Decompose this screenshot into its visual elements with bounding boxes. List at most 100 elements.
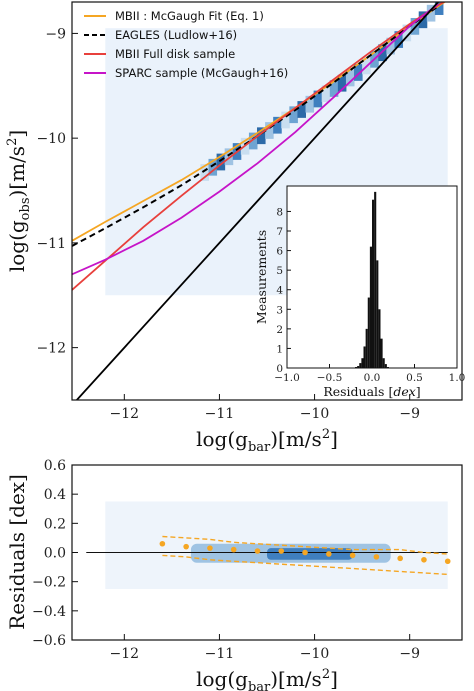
residual-x-label: log(gbar)[m/s2] <box>196 667 338 691</box>
inset-y-tick-label: 7 <box>276 226 283 238</box>
density-cell <box>297 101 306 118</box>
histogram-bar <box>380 338 383 368</box>
res-x-tick-label: −12 <box>110 646 140 662</box>
histogram-bar <box>384 364 387 368</box>
x-tick-label: −11 <box>205 406 235 422</box>
density-cell <box>281 111 290 129</box>
y-tick-label: −12 <box>36 341 66 357</box>
median-point <box>302 549 308 556</box>
res-y-tick-label: 0.4 <box>44 487 66 503</box>
median-point <box>326 551 332 557</box>
inset-y-ticks: 0 1 2 3 4 5 6 7 8 <box>276 206 291 375</box>
density-cell <box>200 164 209 181</box>
density-cell <box>305 95 315 113</box>
median-point <box>349 552 356 559</box>
one-to-one-line <box>76 2 439 400</box>
main-y-ticks: −12 −11 −10 −9 <box>36 26 78 357</box>
inset-y-tick-label: 4 <box>276 285 283 297</box>
main-x-ticks: −12 −11 −10 −9 <box>110 394 420 422</box>
res-x-tick-label: −10 <box>300 646 330 662</box>
legend-label: EAGLES (Ludlow+16) <box>115 28 237 42</box>
inset-x-tick-label: 1.0 <box>449 372 466 384</box>
x-tick-label: −10 <box>300 406 330 422</box>
main-lines <box>72 2 447 400</box>
density-cell <box>224 148 234 166</box>
median-point <box>421 556 427 563</box>
histogram-bar <box>369 246 372 368</box>
inset-y-label: Measurements <box>254 230 269 324</box>
residual-panel: −12 −11 −10 −9 −0.6 −0.4 −0.2 0.0 0.2 0.4 0.6 log… <box>5 458 463 691</box>
histogram-bar <box>376 260 379 368</box>
median-point <box>254 548 261 554</box>
inset-y-tick-label: 8 <box>276 206 283 218</box>
histogram-bar <box>382 358 385 368</box>
inset-x-ticks: −1.0 −0.5 0.0 0.5 1.0 <box>274 364 465 384</box>
residual-x-ticks: −12 −11 −10 −9 <box>110 634 420 662</box>
residual-y-ticks: −0.6 −0.4 −0.2 0.0 0.2 0.4 0.6 <box>32 458 78 649</box>
histogram-bar <box>359 363 362 368</box>
main-y-label: log(gobs)[m/s2] <box>5 130 33 272</box>
density-cell <box>378 44 387 62</box>
histogram-bar <box>363 346 366 368</box>
res-y-tick-label: 0.2 <box>44 516 66 532</box>
residual-y-label: Residuals [dex] <box>5 474 29 630</box>
residual-marks <box>86 535 451 576</box>
inset-y-tick-label: 0 <box>276 363 283 375</box>
density-cell <box>394 31 404 48</box>
inset-x-tick-label: 0.5 <box>406 372 423 384</box>
res-x-tick-label: −9 <box>399 646 420 662</box>
main-legend: MBII : McGaugh Fit (Eq. 1) EAGLES (Ludlow… <box>84 9 288 80</box>
median-point <box>373 554 380 560</box>
density-cell <box>434 2 444 15</box>
histogram-bar <box>365 328 368 368</box>
density-cell <box>313 90 323 108</box>
density-cell <box>354 64 363 81</box>
histogram-bar <box>374 191 377 368</box>
density-cell <box>337 74 347 92</box>
legend-label: MBII : McGaugh Fit (Eq. 1) <box>115 9 264 23</box>
y-tick-label: −9 <box>45 26 66 42</box>
median-point <box>397 555 403 562</box>
inset-x-tick-label: 0.0 <box>364 372 381 384</box>
median-point <box>207 545 213 551</box>
median-point <box>278 548 285 554</box>
density-cell <box>321 85 331 103</box>
density-cell <box>208 158 218 176</box>
density-cell <box>265 122 274 139</box>
y-tick-label: −11 <box>36 236 66 252</box>
histogram-bar <box>372 199 375 368</box>
median-point <box>183 543 189 550</box>
density-cell <box>289 106 298 124</box>
histogram-bar <box>357 366 360 368</box>
x-tick-label: −12 <box>110 406 140 422</box>
legend-label: MBII Full disk sample <box>115 47 235 61</box>
inset-histogram: −1.0 −0.5 0.0 0.5 1.0 0 1 2 3 4 5 6 7 8 Residuals [d… <box>254 185 465 399</box>
inset-y-tick-label: 5 <box>276 265 283 277</box>
density-cell <box>257 127 266 145</box>
median-point <box>444 558 451 565</box>
histogram-bar <box>378 309 381 368</box>
inset-y-tick-label: 6 <box>276 246 283 258</box>
histogram-bar <box>367 297 370 368</box>
inset-y-tick-label: 2 <box>276 324 283 336</box>
density-background <box>105 2 448 296</box>
main-frame <box>71 1 463 401</box>
median-point <box>159 540 166 547</box>
main-x-label: log(gbar)[m/s2] <box>196 427 338 455</box>
inset-x-tick-label: −1.0 <box>274 372 300 384</box>
res-y-tick-label: 0.0 <box>44 546 66 562</box>
inset-x-tick-label: −0.5 <box>317 372 343 384</box>
density-cell <box>426 4 436 22</box>
res-x-tick-label: −11 <box>205 646 235 662</box>
density-cell <box>216 153 226 171</box>
inset-y-tick-label: 1 <box>276 343 283 355</box>
x-tick-label: −9 <box>399 406 420 422</box>
series-line-3 <box>72 3 439 276</box>
main-panel: −12 −11 −10 −9 −12 −11 −10 −9 MBII : McGaugh F… <box>5 1 463 455</box>
density-cell <box>329 80 339 97</box>
density-cell <box>402 24 412 42</box>
y-tick-label: −10 <box>36 131 66 147</box>
density-cell <box>345 69 355 87</box>
res-y-tick-label: 0.6 <box>44 458 66 474</box>
